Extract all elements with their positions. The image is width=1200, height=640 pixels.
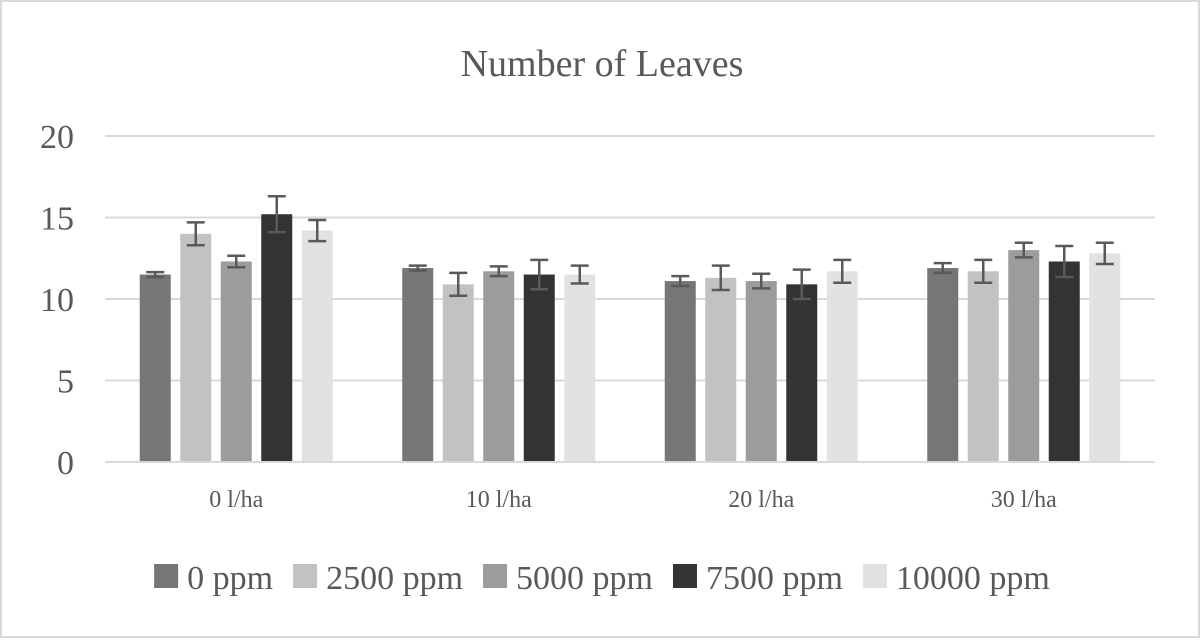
bar-2500-ppm-2 bbox=[705, 277, 737, 462]
x-tick-label: 20 l/ha bbox=[728, 487, 794, 513]
bar-5000-ppm-0 bbox=[220, 261, 252, 462]
bar-2500-ppm-0 bbox=[180, 233, 212, 462]
bar-5000-ppm-3 bbox=[1008, 250, 1040, 462]
legend-swatch bbox=[672, 564, 697, 588]
x-tick-label: 10 l/ha bbox=[466, 487, 532, 513]
bar-2500-ppm-1 bbox=[442, 284, 474, 462]
y-tick-label: 15 bbox=[40, 201, 74, 238]
y-tick-label: 10 bbox=[40, 282, 74, 319]
legend-label: 5000 ppm bbox=[516, 560, 653, 597]
y-tick-label: 0 bbox=[57, 445, 74, 482]
legend-label: 2500 ppm bbox=[326, 560, 463, 597]
legend-swatch bbox=[483, 564, 508, 588]
legend-label: 10000 ppm bbox=[896, 560, 1050, 597]
y-axis-ticks: 0 5 10 15 20 bbox=[40, 119, 74, 482]
y-tick-label: 20 bbox=[40, 119, 74, 156]
bar-7500-ppm-3 bbox=[1048, 261, 1080, 462]
chart-title: Number of Leaves bbox=[461, 43, 744, 85]
legend-item-10000-ppm[interactable]: 10000 ppm bbox=[862, 560, 1050, 597]
legend-swatch bbox=[862, 564, 887, 588]
bar-10000-ppm-1 bbox=[564, 274, 596, 462]
bar-2500-ppm-3 bbox=[967, 271, 999, 462]
bar-5000-ppm-2 bbox=[745, 281, 777, 462]
legend-item-7500-ppm[interactable]: 7500 ppm bbox=[672, 560, 843, 597]
legend-item-0-ppm[interactable]: 0 ppm bbox=[154, 560, 273, 597]
bar-7500-ppm-0 bbox=[261, 214, 293, 462]
error-bars bbox=[146, 195, 1114, 301]
bar-0-ppm-1 bbox=[402, 268, 434, 462]
bar-10000-ppm-2 bbox=[826, 271, 858, 462]
legend-item-5000-ppm[interactable]: 5000 ppm bbox=[483, 560, 653, 597]
x-tick-label: 30 l/ha bbox=[991, 487, 1057, 513]
bar-10000-ppm-0 bbox=[301, 230, 333, 462]
legend-item-2500-ppm[interactable]: 2500 ppm bbox=[293, 560, 463, 597]
legend-swatch bbox=[154, 564, 179, 588]
bar-0-ppm-3 bbox=[927, 268, 959, 462]
legend-label: 0 ppm bbox=[187, 560, 273, 597]
y-tick-label: 5 bbox=[57, 364, 74, 401]
x-axis-ticks: 0 l/ha 10 l/ha 20 l/ha 30 l/ha bbox=[209, 487, 1057, 513]
bar-7500-ppm-1 bbox=[523, 274, 555, 462]
legend-label: 7500 ppm bbox=[706, 560, 843, 597]
x-tick-label: 0 l/ha bbox=[209, 487, 263, 513]
legend-swatch bbox=[293, 564, 318, 588]
bar-10000-ppm-3 bbox=[1089, 253, 1121, 462]
legend[interactable]: 0 ppm 2500 ppm 5000 ppm 7500 ppm 10000 ppm bbox=[154, 560, 1050, 597]
bar-5000-ppm-1 bbox=[483, 271, 515, 462]
bar-0-ppm-2 bbox=[664, 281, 696, 462]
bar-0-ppm-0 bbox=[139, 274, 171, 462]
bar-7500-ppm-2 bbox=[786, 284, 818, 462]
bars bbox=[139, 214, 1121, 462]
